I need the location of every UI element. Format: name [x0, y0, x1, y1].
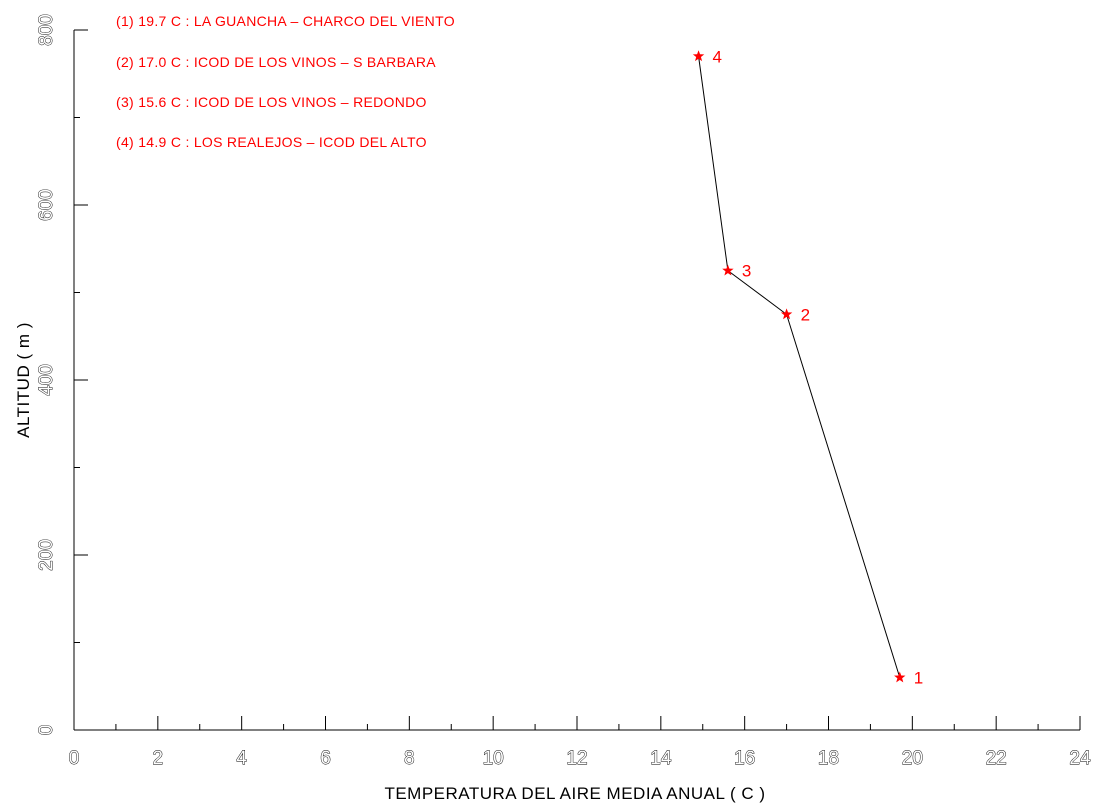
x-tick-label: 14	[650, 748, 672, 769]
x-tick-label: 12	[566, 748, 587, 769]
data-point-marker	[780, 308, 793, 320]
x-tick-label: 20	[902, 748, 923, 769]
y-tick-label: 200	[36, 539, 57, 571]
x-tick-label: 6	[320, 748, 331, 769]
y-tick-label: 600	[36, 189, 57, 221]
x-tick-label: 0	[69, 748, 80, 769]
legend-entry-1: (1) 19.7 C : LA GUANCHA – CHARCO DEL VIE…	[116, 13, 455, 29]
x-tick-label: 18	[818, 748, 839, 769]
x-tick-label: 10	[483, 748, 504, 769]
data-point-label: 1	[914, 669, 923, 688]
data-point-marker	[722, 264, 734, 276]
y-tick-label: 800	[36, 14, 57, 46]
y-axis-title: ALTITUD ( m )	[14, 322, 33, 438]
x-tick-label: 16	[734, 748, 755, 769]
series-line	[698, 56, 901, 678]
legend: (1) 19.7 C : LA GUANCHA – CHARCO DEL VIE…	[116, 13, 455, 150]
y-tick-label: 400	[36, 364, 57, 396]
series: 1 2 3 4	[692, 47, 923, 688]
data-point-marker	[894, 671, 906, 683]
legend-entry-3: (3) 15.6 C : ICOD DE LOS VINOS – REDONDO	[116, 94, 427, 110]
data-point-label: 2	[801, 305, 810, 324]
x-tick-label: 8	[404, 748, 415, 769]
data-point-label: 3	[742, 262, 751, 281]
data-point-marker	[692, 50, 705, 62]
legend-entry-4: (4) 14.9 C : LOS REALEJOS – ICOD DEL ALT…	[116, 134, 427, 150]
x-tick-label: 24	[1069, 748, 1091, 769]
data-point-label: 4	[713, 47, 722, 66]
x-tick-label: 22	[986, 748, 1007, 769]
legend-entry-2: (2) 17.0 C : ICOD DE LOS VINOS – S BARBA…	[116, 54, 436, 70]
x-tick-label: 4	[236, 748, 247, 769]
y-tick-label: 0	[36, 725, 57, 736]
x-tick-label: 2	[153, 748, 164, 769]
x-axis-title: TEMPERATURA DEL AIRE MEDIA ANUAL ( C )	[384, 784, 765, 803]
